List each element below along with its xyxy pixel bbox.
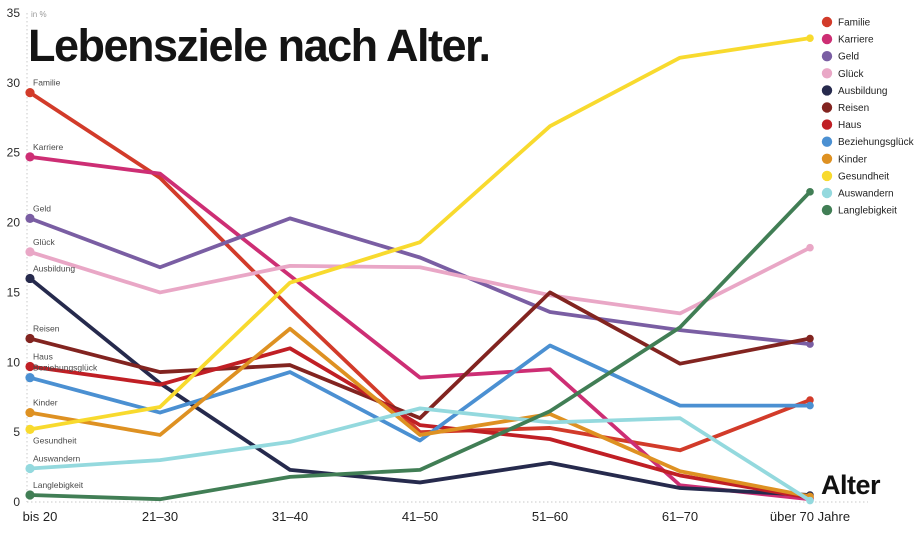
y-axis-tick-label: 25 xyxy=(7,146,21,160)
series-label-kinder: Kinder xyxy=(33,398,58,408)
x-axis-title: Alter xyxy=(821,470,881,500)
series-line-geld xyxy=(28,216,812,347)
series-start-dot-auswandern xyxy=(25,463,35,474)
series-label-langlebigkeit: Langlebigkeit xyxy=(33,480,84,490)
y-axis-tick-label: 10 xyxy=(7,355,21,369)
series-start-dot-gesundheit xyxy=(25,424,35,434)
series-line-haus xyxy=(28,346,812,500)
legend-label-gluck: Glück xyxy=(838,69,865,80)
y-axis-tick-label: 15 xyxy=(7,285,21,299)
legend-label-familie: Familie xyxy=(838,18,871,29)
series-label-ausbildung: Ausbildung xyxy=(33,263,75,273)
x-axis-category-label: 21–30 xyxy=(142,509,178,524)
series-end-dot-gesundheit xyxy=(806,34,814,42)
legend-dot-gesundheit xyxy=(821,170,833,182)
x-axis-category-label: über 70 Jahre xyxy=(770,509,850,524)
x-axis-category-label: 31–40 xyxy=(272,509,308,524)
legend-label-langlebigkeit: Langlebigkeit xyxy=(838,206,897,217)
series-start-dot-langlebigkeit xyxy=(25,490,35,500)
series-line-auswandern xyxy=(28,406,812,503)
legend-label-geld: Geld xyxy=(838,52,859,63)
y-axis-tick-label: 5 xyxy=(13,425,20,439)
x-axis-category-label: bis 20 xyxy=(23,509,58,524)
legend-dot-karriere xyxy=(821,33,833,45)
x-axis-category-label: 41–50 xyxy=(402,509,438,524)
x-axis-category-label: 51–60 xyxy=(532,509,568,524)
series-line-langlebigkeit xyxy=(28,189,812,502)
y-axis-tick-label: 30 xyxy=(7,76,21,90)
legend-dot-haus xyxy=(821,119,833,130)
legend-label-kinder: Kinder xyxy=(838,154,868,165)
legend-label-gesundheit: Gesundheit xyxy=(838,171,889,182)
series-label-gluck: Glück xyxy=(33,237,55,247)
series-line-gesundheit xyxy=(28,36,812,432)
series-end-dot-familie xyxy=(806,396,814,404)
series-end-dot-gluck xyxy=(806,243,814,252)
series-start-dot-geld xyxy=(25,213,35,223)
series-end-dot-beziehungsgluck xyxy=(806,401,814,410)
legend-label-karriere: Karriere xyxy=(838,35,874,46)
series-start-dot-haus xyxy=(25,361,35,372)
series-label-beziehungsgluck: Beziehungsglück xyxy=(33,363,98,373)
legend-dot-kinder xyxy=(821,153,833,164)
series-end-dot-geld xyxy=(806,340,814,348)
series-end-dot-langlebigkeit xyxy=(806,188,814,196)
series-label-geld: Geld xyxy=(33,203,51,213)
series-start-dot-gluck xyxy=(25,247,35,257)
series-label-reisen: Reisen xyxy=(33,324,60,334)
legend-dot-auswandern xyxy=(821,187,833,199)
series-label-auswandern: Auswandern xyxy=(33,453,81,463)
series-start-dot-beziehungsgluck xyxy=(25,373,35,383)
legend-dot-beziehungsgluck xyxy=(821,136,833,147)
y-axis-tick-label: 35 xyxy=(7,6,21,20)
series-label-haus: Haus xyxy=(33,351,53,361)
legend-label-reisen: Reisen xyxy=(838,103,869,114)
series-line-karriere xyxy=(28,155,812,502)
legend-dot-familie xyxy=(821,16,833,28)
series-start-dot-karriere xyxy=(25,152,35,162)
series-line-beziehungsgluck xyxy=(28,343,812,443)
chart-title: Lebensziele nach Alter. xyxy=(28,20,491,71)
legend-dot-reisen xyxy=(821,102,833,113)
y-axis-tick-label: 0 xyxy=(13,495,20,509)
series-end-dot-auswandern xyxy=(806,496,814,505)
series-start-dot-reisen xyxy=(25,333,35,344)
series-line-familie xyxy=(28,90,812,453)
legend-dot-gluck xyxy=(821,68,833,79)
legend-dot-geld xyxy=(821,51,833,62)
series-line-reisen xyxy=(28,290,812,421)
series-line-gluck xyxy=(28,245,812,316)
series-line-kinder xyxy=(28,326,812,499)
series-end-dot-reisen xyxy=(806,334,814,343)
series-label-gesundheit: Gesundheit xyxy=(33,435,77,445)
legend-label-beziehungsgluck: Beziehungsglück xyxy=(838,137,915,148)
legend-label-ausbildung: Ausbildung xyxy=(838,86,887,97)
legend-dot-langlebigkeit xyxy=(821,204,833,216)
series-label-karriere: Karriere xyxy=(33,142,64,152)
x-axis-category-label: 61–70 xyxy=(662,509,698,524)
series-start-dot-kinder xyxy=(25,407,35,418)
legend-label-auswandern: Auswandern xyxy=(838,189,894,200)
legend-dot-ausbildung xyxy=(821,85,833,96)
y-axis-unit-label: in % xyxy=(31,10,47,19)
series-start-dot-ausbildung xyxy=(25,273,35,284)
series-start-dot-familie xyxy=(25,88,35,98)
series-label-familie: Familie xyxy=(33,78,61,88)
legend-label-haus: Haus xyxy=(838,120,861,131)
y-axis-tick-label: 20 xyxy=(7,216,21,230)
